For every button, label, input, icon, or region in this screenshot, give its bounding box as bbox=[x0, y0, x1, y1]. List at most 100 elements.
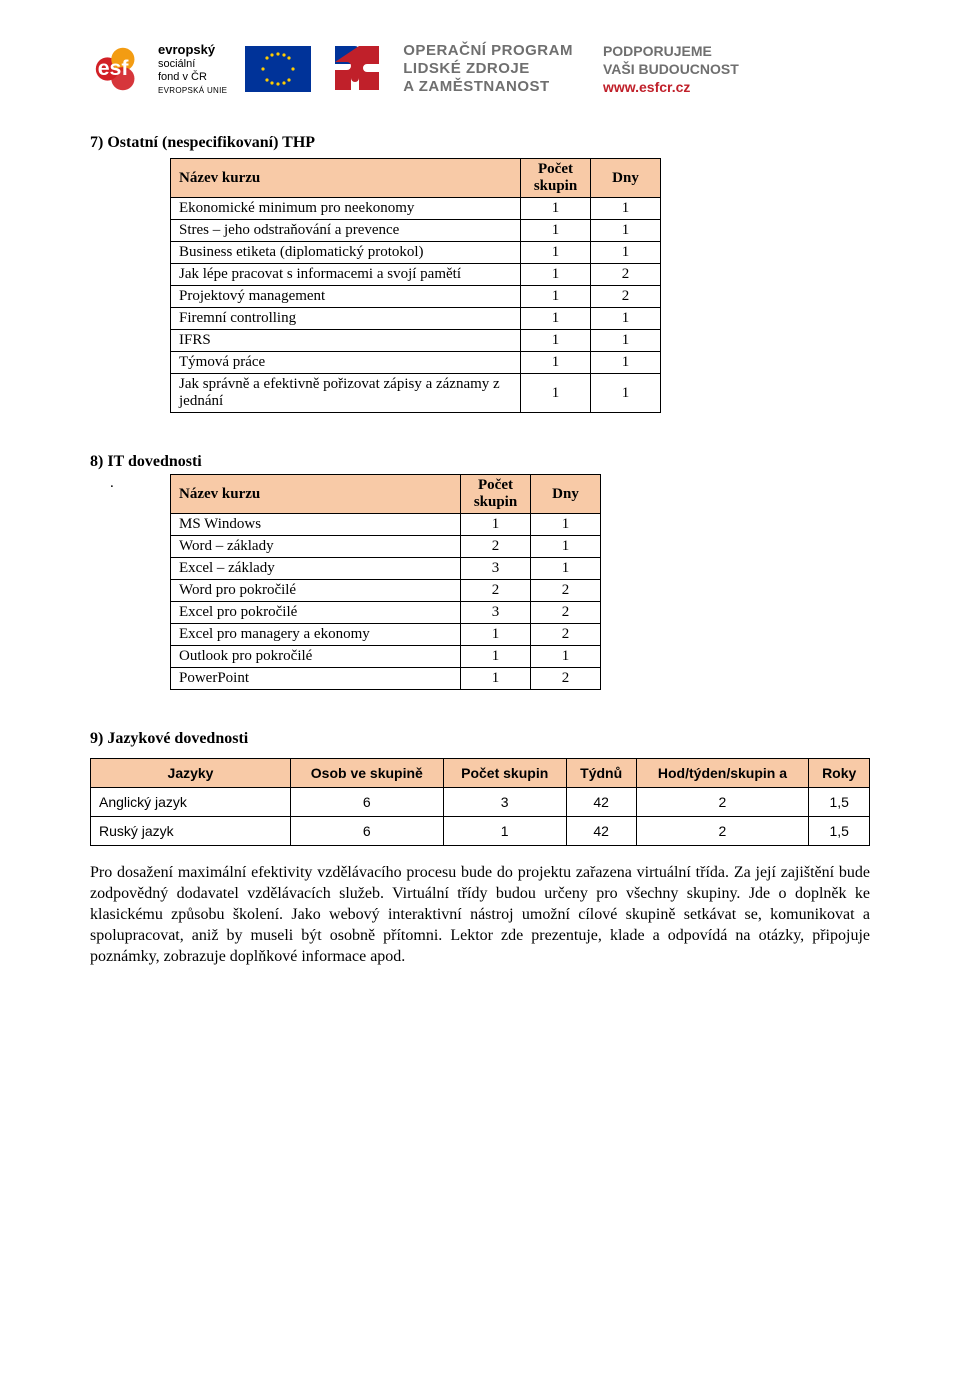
eu-flag-icon bbox=[245, 46, 311, 92]
cell-days: 1 bbox=[591, 198, 661, 220]
cell-count: 1 bbox=[521, 352, 591, 374]
col-count: Počet skupin bbox=[521, 159, 591, 198]
cell-name: MS Windows bbox=[171, 514, 461, 536]
table-header-row: Jazyky Osob ve skupině Počet skupin Týdn… bbox=[91, 759, 870, 788]
page: esf evropský sociální fond v ČR EVROPSKÁ… bbox=[0, 0, 960, 1018]
cell-count: 1 bbox=[521, 286, 591, 308]
cell-count: 1 bbox=[521, 308, 591, 330]
cell-days: 1 bbox=[591, 352, 661, 374]
esf-logo-icon: esf bbox=[90, 40, 148, 98]
cell-persons: 6 bbox=[291, 817, 444, 846]
support-link[interactable]: www.esfcr.cz bbox=[603, 78, 739, 96]
cell-count: 3 bbox=[461, 602, 531, 624]
cell-weeks: 42 bbox=[566, 817, 636, 846]
cell-count: 1 bbox=[521, 374, 591, 413]
table-row: Excel pro managery a ekonomy12 bbox=[171, 624, 601, 646]
cell-count: 1 bbox=[521, 220, 591, 242]
program-line2: LIDSKÉ ZDROJE bbox=[403, 60, 573, 78]
cell-count: 1 bbox=[521, 264, 591, 286]
esf-line3: fond v ČR bbox=[158, 71, 227, 84]
col-groups: Počet skupin bbox=[443, 759, 566, 788]
logo-esf: esf evropský sociální fond v ČR EVROPSKÁ… bbox=[90, 40, 227, 98]
cell-persons: 6 bbox=[291, 788, 444, 817]
table-row: IFRS11 bbox=[171, 330, 661, 352]
cell-name: Excel pro pokročilé bbox=[171, 602, 461, 624]
program-block: OPERAČNÍ PROGRAM LIDSKÉ ZDROJE A ZAMĚSTN… bbox=[403, 42, 573, 97]
cell-count: 2 bbox=[461, 580, 531, 602]
cell-count: 1 bbox=[521, 242, 591, 264]
cell-days: 1 bbox=[591, 308, 661, 330]
cell-count: 3 bbox=[461, 558, 531, 580]
table-row: Outlook pro pokročilé11 bbox=[171, 646, 601, 668]
table-header-row: Název kurzu Počet skupin Dny bbox=[171, 475, 601, 514]
puzzle-logo-icon bbox=[329, 40, 385, 98]
table-row: Word – základy21 bbox=[171, 536, 601, 558]
header: esf evropský sociální fond v ČR EVROPSKÁ… bbox=[90, 40, 870, 98]
table-row: Firemní controlling11 bbox=[171, 308, 661, 330]
cell-name: Excel – základy bbox=[171, 558, 461, 580]
section8-title: 8) IT dovednosti bbox=[90, 453, 870, 471]
col-persons: Osob ve skupině bbox=[291, 759, 444, 788]
cell-days: 2 bbox=[531, 668, 601, 690]
table-row: PowerPoint12 bbox=[171, 668, 601, 690]
cell-name: Business etiketa (diplomatický protokol) bbox=[171, 242, 521, 264]
cell-name: Týmová práce bbox=[171, 352, 521, 374]
table-row: Projektový management12 bbox=[171, 286, 661, 308]
cell-name: Jak správně a efektivně pořizovat zápisy… bbox=[171, 374, 521, 413]
col-name: Název kurzu bbox=[171, 159, 521, 198]
cell-count: 1 bbox=[461, 646, 531, 668]
cell-days: 2 bbox=[591, 286, 661, 308]
col-days: Dny bbox=[591, 159, 661, 198]
cell-name: Projektový management bbox=[171, 286, 521, 308]
support-line1: PODPORUJEME bbox=[603, 42, 739, 60]
col-name: Název kurzu bbox=[171, 475, 461, 514]
col-hours: Hod/týden/skupin a bbox=[636, 759, 809, 788]
paragraph: Pro dosažení maximální efektivity vzdělá… bbox=[90, 862, 870, 968]
cell-name: Word pro pokročilé bbox=[171, 580, 461, 602]
cell-years: 1,5 bbox=[809, 817, 870, 846]
cell-days: 1 bbox=[591, 220, 661, 242]
cell-hours: 2 bbox=[636, 817, 809, 846]
support-block: PODPORUJEME VAŠI BUDOUCNOST www.esfcr.cz bbox=[603, 42, 739, 97]
cell-days: 2 bbox=[531, 602, 601, 624]
cell-name: Excel pro managery a ekonomy bbox=[171, 624, 461, 646]
support-line2: VAŠI BUDOUCNOST bbox=[603, 60, 739, 78]
table-row: MS Windows11 bbox=[171, 514, 601, 536]
cell-name: Ekonomické minimum pro neekonomy bbox=[171, 198, 521, 220]
cell-name: Firemní controlling bbox=[171, 308, 521, 330]
table-row: Jak správně a efektivně pořizovat zápisy… bbox=[171, 374, 661, 413]
cell-name: IFRS bbox=[171, 330, 521, 352]
table-row: Ekonomické minimum pro neekonomy11 bbox=[171, 198, 661, 220]
table-row: Ruský jazyk614221,5 bbox=[91, 817, 870, 846]
table-row: Excel – základy31 bbox=[171, 558, 601, 580]
cell-groups: 1 bbox=[443, 817, 566, 846]
section7-title: 7) Ostatní (nespecifikovaní) THP bbox=[90, 134, 870, 152]
table-row: Anglický jazyk634221,5 bbox=[91, 788, 870, 817]
cell-name: PowerPoint bbox=[171, 668, 461, 690]
esf-eu-label: EVROPSKÁ UNIE bbox=[158, 86, 227, 96]
col-count: Počet skupin bbox=[461, 475, 531, 514]
esf-line1: evropský bbox=[158, 42, 227, 58]
cell-lang: Ruský jazyk bbox=[91, 817, 291, 846]
program-line1: OPERAČNÍ PROGRAM bbox=[403, 42, 573, 60]
cell-days: 1 bbox=[531, 646, 601, 668]
col-lang: Jazyky bbox=[91, 759, 291, 788]
svg-text:esf: esf bbox=[98, 56, 130, 80]
program-line3: A ZAMĚSTNANOST bbox=[403, 78, 573, 96]
cell-hours: 2 bbox=[636, 788, 809, 817]
cell-count: 1 bbox=[461, 668, 531, 690]
cell-days: 1 bbox=[531, 558, 601, 580]
cell-count: 1 bbox=[521, 330, 591, 352]
cell-name: Word – základy bbox=[171, 536, 461, 558]
cell-days: 1 bbox=[591, 374, 661, 413]
esf-line2: sociální bbox=[158, 58, 227, 71]
cell-days: 1 bbox=[591, 242, 661, 264]
table-row: Excel pro pokročilé32 bbox=[171, 602, 601, 624]
table-row: Stres – jeho odstraňování a prevence11 bbox=[171, 220, 661, 242]
cell-groups: 3 bbox=[443, 788, 566, 817]
cell-days: 1 bbox=[531, 514, 601, 536]
table-row: Word pro pokročilé22 bbox=[171, 580, 601, 602]
cell-count: 1 bbox=[461, 514, 531, 536]
cell-name: Jak lépe pracovat s informacemi a svojí … bbox=[171, 264, 521, 286]
cell-days: 1 bbox=[591, 330, 661, 352]
